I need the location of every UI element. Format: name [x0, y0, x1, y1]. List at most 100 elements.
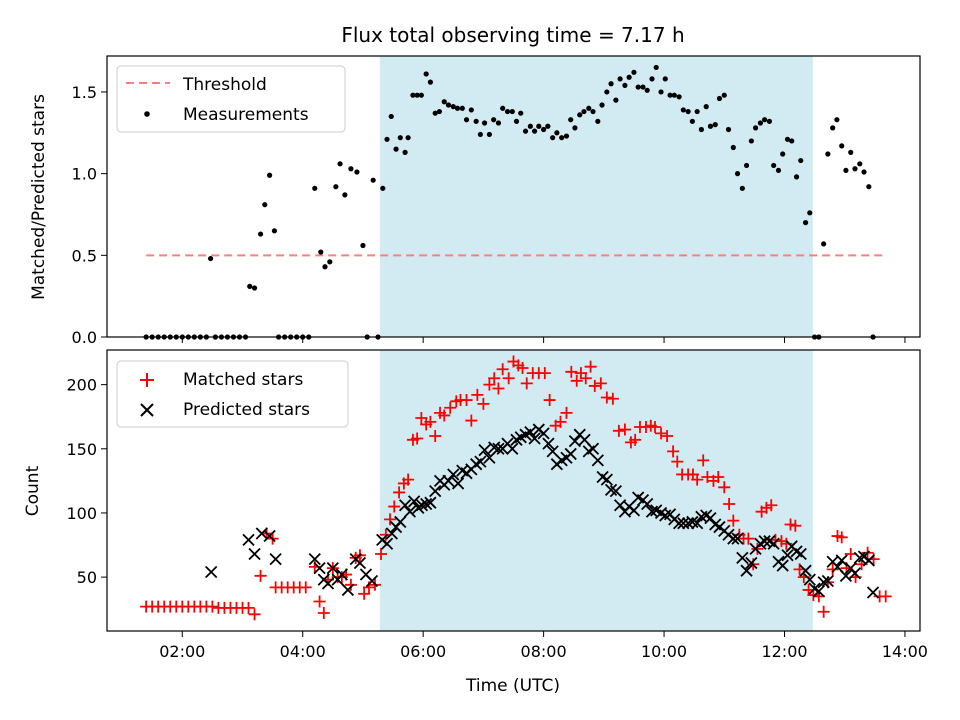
measurement-point	[707, 123, 714, 129]
panel-bottom: 50 100 150 200 02:00 04:00 06:00 08:00 10:00 12:…	[23, 349, 928, 696]
matched-star-point	[727, 514, 740, 527]
measurement-point	[658, 89, 664, 95]
predicted-star-point	[308, 553, 321, 566]
matched-star-point	[299, 581, 312, 594]
matched-star-point	[789, 519, 802, 532]
top-marks	[143, 64, 884, 340]
matched-star-point	[496, 363, 509, 376]
predicted-star-point	[415, 499, 429, 512]
predicted-star-point	[848, 567, 862, 580]
measurement-point	[608, 81, 614, 87]
measurement-point	[473, 118, 479, 124]
measurement-point	[486, 131, 493, 138]
predicted-star-point	[627, 504, 641, 517]
xtick-label: 14:00	[882, 642, 928, 661]
matched-star-point	[313, 595, 326, 608]
measurement-point	[825, 151, 831, 157]
measurement-point	[541, 126, 547, 133]
measurement-point	[522, 128, 529, 134]
bottom-y-axis-label: Count	[23, 465, 43, 516]
measurement-point	[839, 143, 845, 149]
predicted-star-point	[600, 473, 613, 486]
matched-star-point	[655, 427, 668, 440]
top-ytick-label: 1.0	[72, 165, 97, 184]
matched-star-point	[538, 367, 551, 380]
legend-predicted-swatch	[140, 403, 154, 417]
top-legend-box	[116, 65, 346, 133]
measurement-point	[550, 135, 556, 141]
matched-star-point	[718, 481, 731, 494]
measurement-point	[405, 135, 411, 141]
measurement-point	[613, 97, 619, 103]
measurement-point	[312, 185, 318, 191]
measurement-point	[631, 69, 637, 75]
measurement-point	[554, 130, 560, 136]
top-y-axis: 0.0 0.5 1.0 1.5	[72, 83, 107, 347]
measurement-point	[716, 95, 723, 102]
predicted-star-point	[269, 553, 282, 566]
bottom-ytick-label: 100	[66, 504, 97, 523]
measurement-point	[545, 123, 551, 129]
measurement-point	[207, 255, 214, 262]
measurement-point	[495, 120, 502, 126]
measurement-point	[857, 161, 863, 167]
x-axis-label: Time (UTC)	[465, 676, 560, 696]
measurement-point	[247, 283, 253, 289]
measurement-point	[257, 231, 264, 237]
measurement-point	[721, 92, 727, 98]
measurement-point	[477, 131, 483, 138]
measurement-point	[680, 107, 686, 113]
matched-star-point	[765, 499, 778, 512]
measurement-point	[423, 71, 429, 77]
matched-star-point	[594, 377, 607, 390]
measurement-point	[635, 84, 641, 90]
measurement-point	[267, 172, 273, 178]
measurement-point	[531, 128, 538, 134]
predicted-star-point	[862, 554, 875, 567]
measurement-point	[559, 135, 565, 141]
measurement-point	[459, 105, 465, 111]
predicted-star-point	[740, 564, 753, 577]
measurement-point	[509, 108, 515, 115]
matched-star-point	[254, 569, 267, 582]
measurement-point	[762, 117, 768, 123]
measurement-point	[725, 126, 732, 133]
measurement-point	[739, 185, 745, 191]
matched-star-point	[317, 607, 330, 620]
measurement-point	[536, 123, 542, 129]
predicted-star-point	[758, 535, 771, 548]
measurement-point	[432, 110, 438, 116]
xtick-label: 04:00	[280, 642, 326, 661]
measurement-point	[653, 64, 659, 71]
measurement-point	[622, 82, 628, 89]
measurement-point	[527, 123, 533, 129]
predicted-star-point	[817, 576, 830, 589]
matched-star-point	[584, 360, 597, 373]
matched-star-point	[465, 414, 478, 427]
measurement-point	[771, 162, 777, 169]
predicted-star-point	[767, 537, 780, 550]
predicted-star-point	[691, 517, 704, 530]
bottom-ytick-label: 50	[77, 568, 97, 587]
matched-star-point	[411, 432, 424, 445]
measurement-point	[793, 174, 800, 180]
predicted-star-point	[609, 485, 623, 498]
predicted-star-point	[429, 485, 442, 498]
predicted-star-point	[385, 527, 398, 540]
measurement-point	[784, 136, 791, 142]
measurement-point	[397, 135, 403, 141]
predicted-star-point	[353, 556, 367, 570]
measurement-point	[581, 108, 587, 115]
measurement-point	[676, 94, 682, 100]
predicted-star-point	[776, 559, 789, 572]
measurement-point	[689, 118, 695, 124]
measurement-point	[752, 125, 759, 131]
measurement-point	[586, 105, 592, 111]
legend-predicted-label: Predicted stars	[183, 400, 310, 420]
measurement-point	[852, 166, 858, 172]
measurement-point	[577, 112, 583, 118]
predicted-star-point	[403, 505, 417, 518]
predicted-star-point	[812, 585, 825, 598]
bottom-plot-frame	[106, 349, 921, 632]
predicted-star-point	[542, 437, 555, 450]
